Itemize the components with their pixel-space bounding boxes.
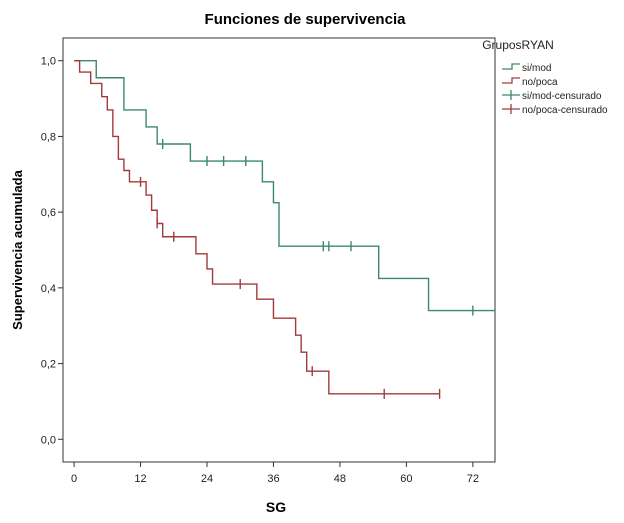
legend-label-si-mod-censurado: si/mod-censurado: [522, 91, 602, 102]
series-line-no-poca: [74, 60, 440, 395]
y-tick-label: 0,8: [41, 131, 56, 143]
x-tick-label: 48: [334, 473, 346, 485]
x-tick-label: 12: [134, 473, 146, 485]
plot-frame: [62, 37, 496, 463]
legend-swatch-si-mod: [502, 63, 520, 70]
y-tick-label: 0,0: [41, 434, 56, 446]
y-tick-label: 0,2: [41, 359, 56, 371]
x-tick-label: 0: [71, 473, 77, 485]
legend: si/mod no/poca si/mod-censurado no/poca-cen…: [502, 63, 608, 116]
x-tick-label: 72: [467, 473, 479, 485]
x-tick-label: 60: [400, 473, 412, 485]
y-tick-label: 0,4: [41, 283, 56, 295]
legend-title: GruposRYAN: [482, 38, 554, 52]
chart-title: Funciones de supervivencia: [205, 11, 407, 28]
x-tick-label: 36: [267, 473, 279, 485]
y-axis-label: Supervivencia acumulada: [10, 169, 25, 329]
legend-label-si-mod: si/mod: [522, 63, 551, 74]
y-tick-label: 0,6: [41, 207, 56, 219]
series-line-si-mod: [74, 60, 495, 312]
x-tick-label: 24: [201, 473, 213, 485]
legend-label-no-poca: no/poca: [522, 77, 558, 88]
y-tick-label: 1,0: [41, 56, 56, 68]
x-axis-label: SG: [266, 499, 286, 515]
plot-area: 0,0 0,2 0,4 0,6 0,8 1,0 0 12 24 36 48 60 72: [41, 37, 496, 485]
legend-swatch-no-poca: [502, 77, 520, 84]
legend-label-no-poca-censurado: no/poca-censurado: [522, 105, 608, 116]
